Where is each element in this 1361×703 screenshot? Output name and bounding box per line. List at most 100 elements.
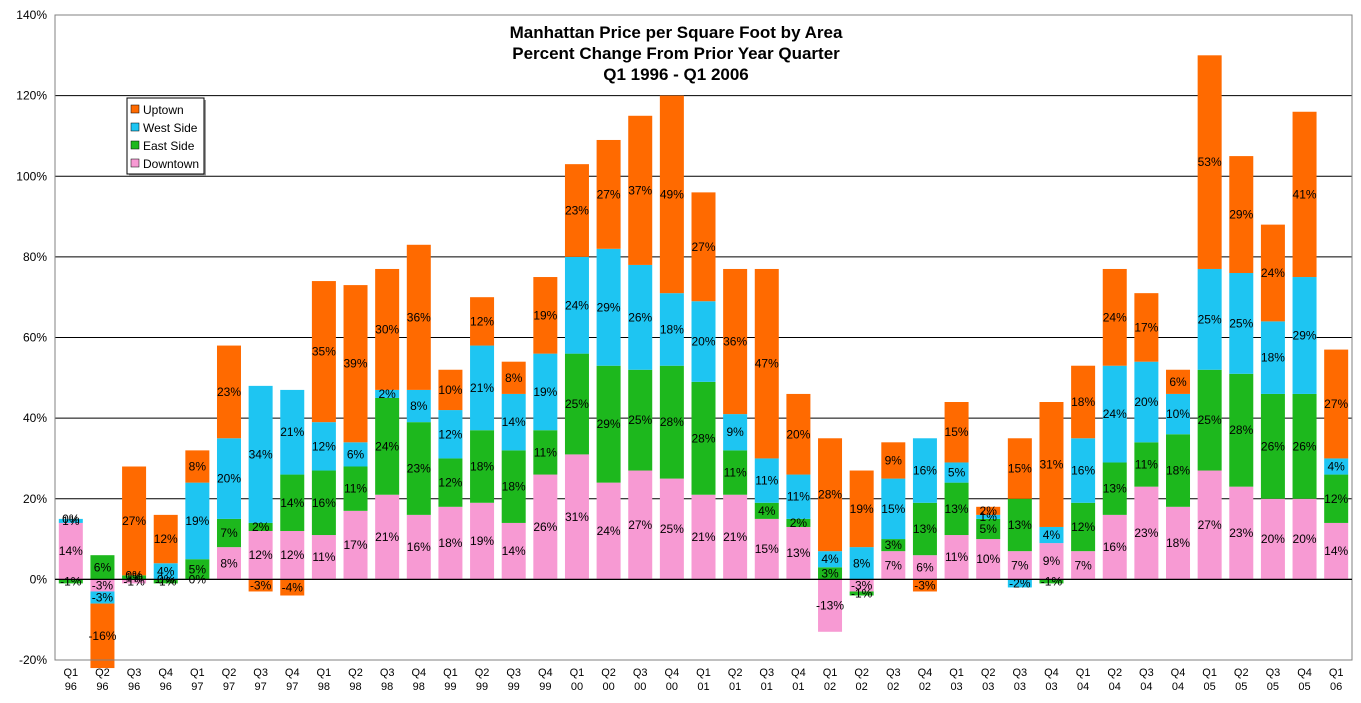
data-label: 7% — [885, 558, 903, 572]
x-tick-label: Q4 97 — [285, 667, 300, 693]
data-label: 16% — [407, 540, 431, 554]
bar-segment-east-side — [501, 450, 526, 523]
data-label: 2% — [790, 516, 808, 530]
bar-segment-downtown — [58, 522, 83, 580]
data-label: 36% — [723, 335, 747, 349]
data-label: 24% — [565, 298, 589, 312]
bar-segment-west-side — [1197, 268, 1222, 370]
x-tick-label: Q1 00 — [570, 667, 585, 693]
data-label: 12% — [280, 548, 304, 562]
bar-segment-uptown — [501, 361, 526, 394]
bar-segment-west-side — [818, 551, 843, 568]
bar-segment-downtown — [691, 494, 716, 580]
bar-segment-downtown — [596, 482, 621, 580]
data-label: 28% — [660, 415, 684, 429]
x-tick-label: Q2 96 — [95, 667, 110, 693]
data-label: 18% — [470, 460, 494, 474]
data-label: 20% — [1261, 532, 1285, 546]
legend-swatch — [130, 158, 140, 168]
data-label: -1% — [851, 586, 873, 600]
bar-segment-downtown — [1071, 551, 1096, 580]
data-label: 30% — [375, 322, 399, 336]
bar-segment-west-side — [849, 547, 874, 580]
bar-segment-east-side — [185, 559, 210, 580]
x-tick-label: Q4 05 — [1297, 667, 1312, 693]
data-label: -3% — [914, 578, 936, 592]
bar-segment-west-side — [1039, 526, 1064, 544]
bar-segment-uptown — [659, 95, 684, 294]
bar-segment-west-side — [1292, 277, 1317, 394]
x-tick-label: Q2 03 — [981, 667, 996, 693]
bar-segment-uptown — [343, 285, 368, 443]
data-label: 12% — [249, 548, 273, 562]
data-label: 14% — [502, 415, 526, 429]
bar-segment-uptown — [1071, 365, 1096, 439]
data-label: 27% — [1324, 397, 1348, 411]
data-label: 20% — [691, 335, 715, 349]
bar-segment-west-side — [944, 462, 969, 483]
data-label: 18% — [1166, 536, 1190, 550]
legend-swatch — [130, 122, 140, 132]
bar-segment-uptown — [628, 115, 653, 265]
x-tick-label: Q1 03 — [949, 667, 964, 693]
bar-segment-uptown — [1324, 349, 1349, 459]
y-tick-label: 100% — [16, 169, 47, 183]
bar-segment-east-side — [976, 518, 1001, 540]
data-label: 24% — [1103, 407, 1127, 421]
bar-segment-east-side — [1166, 434, 1191, 507]
bar-segment-downtown — [849, 579, 874, 592]
x-tick-label: Q1 05 — [1202, 667, 1217, 693]
bar-segment-west-side — [881, 478, 906, 540]
data-label: -4% — [282, 580, 304, 594]
x-tick-label: Q1 06 — [1329, 667, 1344, 693]
legend: Uptown West Side East Side Downtown — [126, 97, 206, 176]
data-label: 53% — [1198, 155, 1222, 169]
data-label: 1% — [125, 570, 143, 584]
bar-segment-east-side — [628, 369, 653, 471]
data-label: 3% — [821, 566, 839, 580]
bar-segment-downtown — [881, 551, 906, 580]
data-label: 27% — [1198, 518, 1222, 532]
bar-segment-east-side — [343, 466, 368, 511]
x-tick-label: Q1 98 — [317, 667, 332, 693]
data-label: 21% — [723, 530, 747, 544]
bar-segment-east-side — [1292, 393, 1317, 499]
data-label: 27% — [122, 514, 146, 528]
x-tick-label: Q2 98 — [348, 667, 363, 693]
data-label: -3% — [851, 578, 873, 592]
bar-segment-east-side — [754, 502, 779, 519]
y-tick-label: 20% — [23, 492, 47, 506]
data-label: 27% — [628, 518, 652, 532]
bar-segment-east-side — [153, 579, 178, 584]
bar-segment-downtown — [1102, 514, 1127, 580]
data-label: 17% — [1134, 320, 1158, 334]
data-label: 20% — [786, 427, 810, 441]
data-label: 0% — [125, 568, 143, 582]
bar-segment-west-side — [1166, 393, 1191, 435]
data-label: 31% — [1039, 457, 1063, 471]
data-label: -1% — [123, 574, 145, 588]
data-label: 13% — [945, 502, 969, 516]
bar-segment-east-side — [691, 381, 716, 495]
x-tick-label: Q3 98 — [380, 667, 395, 693]
data-label: 7% — [1074, 558, 1092, 572]
data-label: 37% — [628, 183, 652, 197]
data-label: 8% — [853, 556, 871, 570]
bar-segment-downtown — [216, 547, 241, 580]
data-label: 1% — [62, 514, 80, 528]
data-label: 0% — [62, 512, 80, 526]
bar-segment-east-side — [90, 555, 115, 580]
data-label: 6% — [916, 560, 934, 574]
bar-segment-east-side — [470, 430, 495, 503]
bar-segment-west-side — [1007, 579, 1032, 588]
bar-segment-east-side — [1039, 579, 1064, 584]
bar-segment-west-side — [691, 301, 716, 382]
bar-segment-downtown — [818, 579, 843, 632]
x-tick-label: Q3 03 — [1012, 667, 1027, 693]
y-tick-label: 0% — [30, 572, 48, 586]
chart-title-line: Q1 1996 - Q1 2006 — [603, 65, 749, 84]
data-label: -3% — [250, 578, 272, 592]
bar-segment-uptown — [216, 345, 241, 439]
bar-segment-uptown — [90, 603, 115, 669]
y-tick-label: 80% — [23, 250, 47, 264]
